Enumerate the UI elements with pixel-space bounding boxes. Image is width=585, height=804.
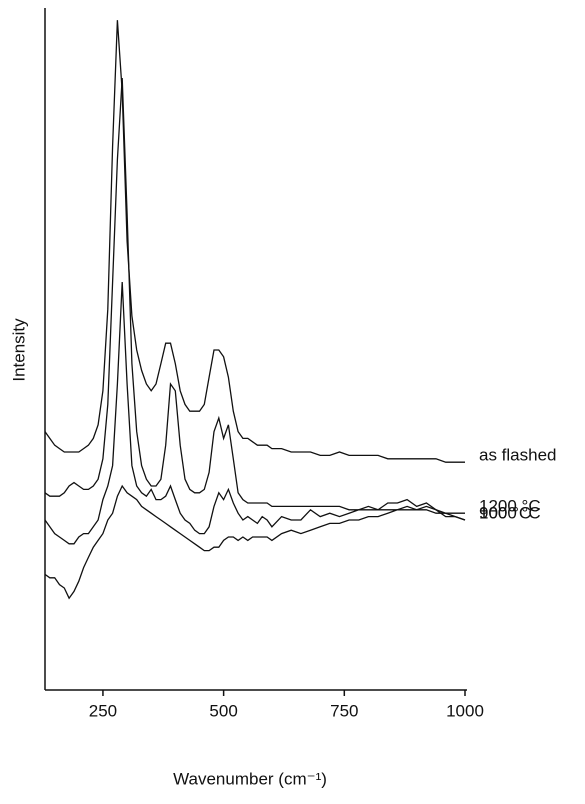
spectrum-line xyxy=(44,281,466,545)
spectrum-line xyxy=(44,484,466,600)
x-tick-label: 1000 xyxy=(446,701,484,720)
x-tick-label: 250 xyxy=(89,701,117,720)
spectrum-line xyxy=(44,20,465,463)
series-label: as flashed xyxy=(479,446,557,465)
series-label: 900 °C xyxy=(479,503,531,522)
x-tick-label: 500 xyxy=(209,701,237,720)
series-label: 1200 °C xyxy=(479,497,541,516)
x-axis-label: Wavenumber (cm⁻¹) xyxy=(173,769,327,788)
y-axis-label: Intensity xyxy=(9,318,28,382)
series-label: 1000 °C xyxy=(479,503,541,522)
x-tick-label: 750 xyxy=(330,701,358,720)
